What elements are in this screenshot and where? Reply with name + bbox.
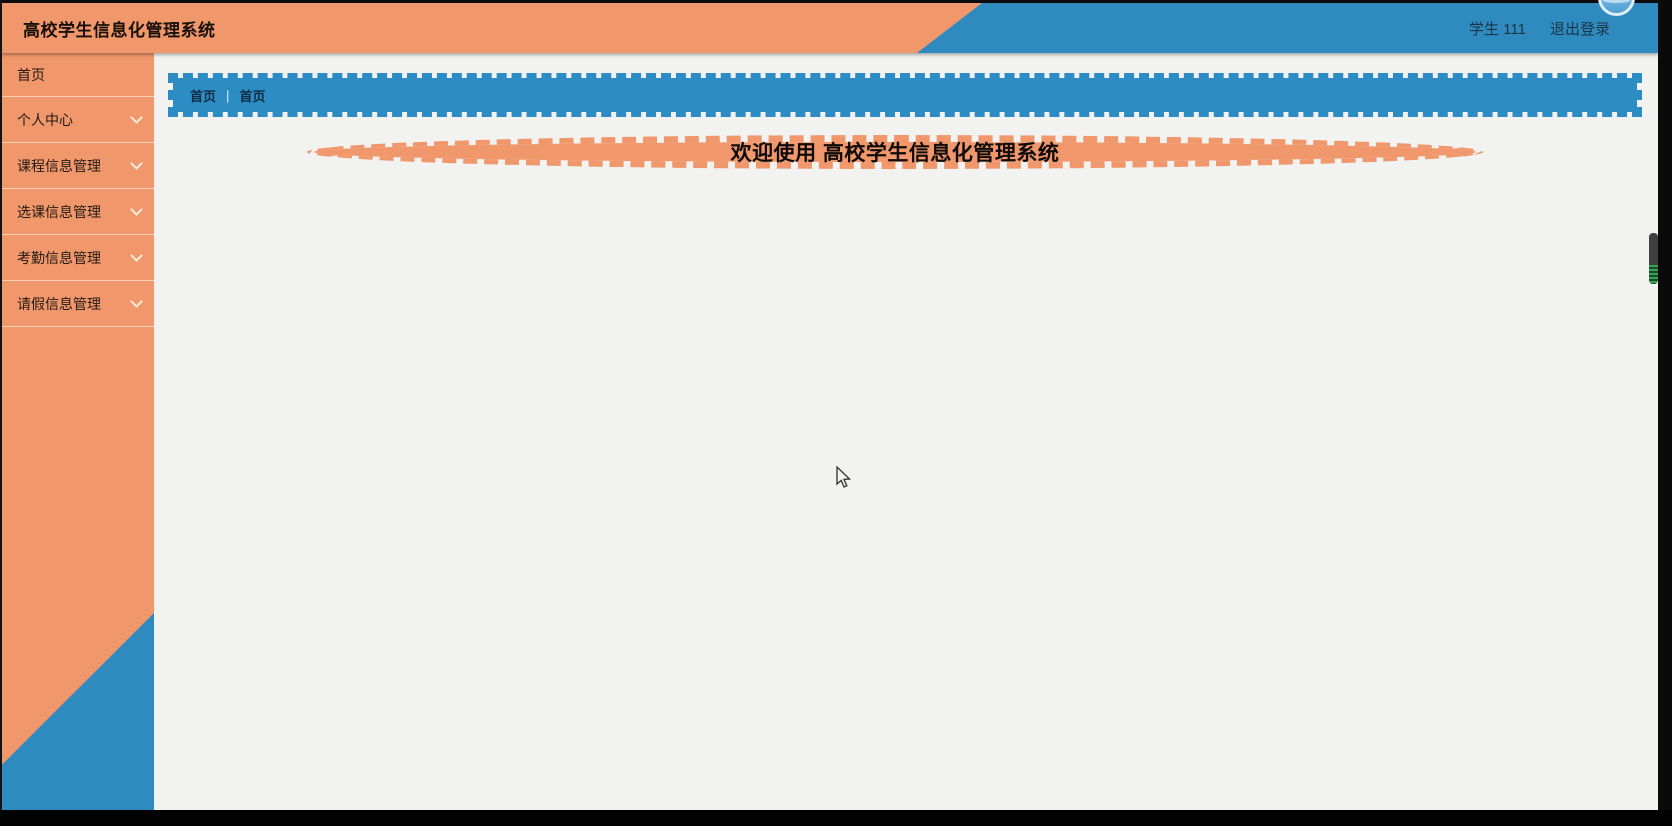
sidebar-item-label: 课程信息管理: [17, 157, 101, 174]
breadcrumb-separator: |: [226, 87, 230, 103]
chevron-down-icon: [130, 157, 143, 170]
sidebar-item-label: 选课信息管理: [17, 203, 101, 220]
logged-in-user-label: 学生 111: [1469, 20, 1526, 38]
breadcrumb-item-home[interactable]: 首页: [190, 88, 217, 104]
sidebar-item-label: 请假信息管理: [17, 295, 101, 312]
app-header: 高校学生信息化管理系统 学生 111 退出登录: [2, 3, 1658, 53]
vertical-scrollbar-thumb[interactable]: [1649, 233, 1658, 284]
app-title: 高校学生信息化管理系统: [23, 20, 216, 40]
chevron-down-icon: [130, 111, 143, 124]
chevron-down-icon: [130, 249, 143, 262]
chevron-down-icon: [130, 203, 143, 216]
mouse-cursor: [835, 465, 857, 495]
header-orange-slab: [2, 3, 982, 53]
sidebar-item-4[interactable]: 考勤信息管理: [2, 235, 154, 281]
breadcrumb-item-current[interactable]: 首页: [239, 88, 266, 104]
welcome-banner: 欢迎使用 高校学生信息化管理系统: [307, 135, 1483, 169]
chevron-down-icon: [130, 295, 143, 308]
sidebar-item-2[interactable]: 课程信息管理: [2, 143, 154, 189]
sidebar-bottom-triangle: [2, 613, 154, 810]
main-content: 首页 | 首页 欢迎使用 高校学生信息化管理系统: [154, 53, 1658, 810]
sidebar-item-0[interactable]: 首页: [2, 53, 154, 97]
scrollbar-green-stripes: [1649, 265, 1658, 284]
sidebar-item-3[interactable]: 选课信息管理: [2, 189, 154, 235]
header-user-area: 学生 111 退出登录: [1469, 3, 1610, 53]
logout-link[interactable]: 退出登录: [1549, 20, 1610, 38]
sidebar: 首页 个人中心 课程信息管理 选课信息管理 考勤信息管理 请假信息管理: [2, 53, 154, 810]
sidebar-item-5[interactable]: 请假信息管理: [2, 281, 154, 327]
breadcrumb: 首页 | 首页: [168, 73, 1642, 117]
frame-top: [0, 0, 1672, 3]
welcome-banner-text: 欢迎使用 高校学生信息化管理系统: [730, 142, 1060, 165]
frame-left: [0, 0, 2, 826]
frame-bottom: [0, 810, 1672, 826]
sidebar-item-1[interactable]: 个人中心: [2, 97, 154, 143]
sidebar-menu: 首页 个人中心 课程信息管理 选课信息管理 考勤信息管理 请假信息管理: [2, 53, 154, 327]
sidebar-item-label: 考勤信息管理: [17, 249, 101, 266]
frame-right: [1658, 0, 1672, 826]
sidebar-item-label: 首页: [17, 66, 45, 83]
sidebar-item-label: 个人中心: [17, 111, 73, 128]
